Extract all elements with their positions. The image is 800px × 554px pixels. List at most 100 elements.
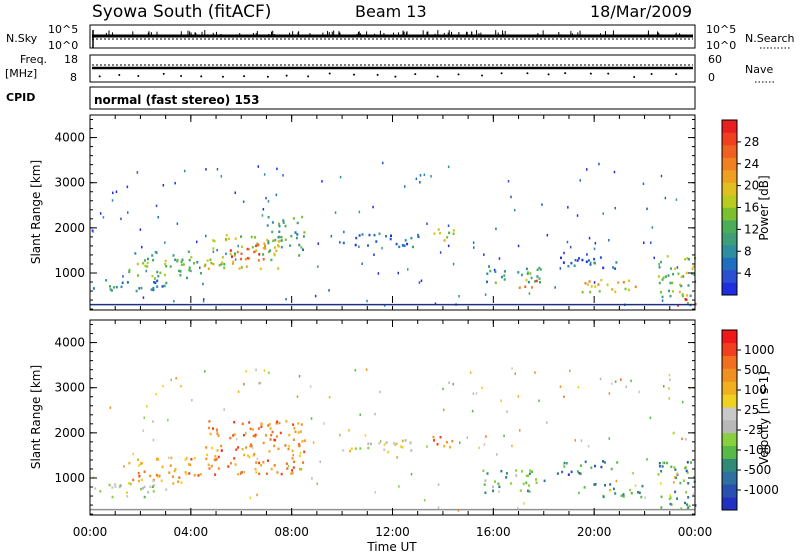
data-cell [457,509,460,512]
data-cell [170,378,172,382]
data-cell [197,474,200,477]
data-cell [245,446,248,449]
data-cell [292,438,295,441]
data-cell [276,471,279,474]
data-cell [500,469,503,473]
data-cell [566,240,569,244]
data-cell [152,420,154,423]
data-cell [249,445,252,448]
data-cell [498,490,500,493]
data-cell [632,471,634,475]
power-colorbar-label: Power [dB] [757,175,771,240]
data-cell [311,477,313,480]
data-cell [137,472,140,475]
data-cell [561,470,564,474]
data-cell [401,244,404,247]
data-cell [581,258,584,262]
data-cell [525,474,528,478]
data-cell [105,279,108,282]
velocity-colorbar: 1000 500 100 25 -25 -100 -500 -1000 Velocity [m… [721,329,779,511]
xtick-label: 00:00 [73,525,108,539]
data-cell [589,263,592,266]
data-cell [314,294,317,298]
nsky-panel: N.Sky 10^5 10^0 10^5 10^0 N.Search [6,23,795,52]
data-cell [520,273,523,277]
data-cell [404,239,407,242]
data-cell [199,473,202,476]
data-cell [291,471,294,475]
data-cell [577,386,580,389]
data-cell [216,168,219,171]
data-cell [514,372,516,375]
freq-outlier [221,75,224,78]
data-cell [622,281,625,284]
data-cell [277,235,280,239]
data-cell [164,273,166,277]
data-cell [290,472,293,475]
data-cell [258,461,261,465]
data-cell [275,193,278,197]
data-cell [171,475,174,478]
data-cell [472,241,475,244]
data-cell [243,470,246,474]
data-cell [303,231,306,234]
data-cell [443,444,446,448]
data-cell [275,435,278,438]
data-cell [620,378,622,381]
data-cell [511,367,513,370]
data-cell [650,241,652,244]
data-cell [672,432,674,435]
colorbar-stop [722,420,737,434]
data-cell [406,242,409,246]
data-cell [157,475,160,478]
data-cell [608,392,611,395]
data-cell [585,260,588,263]
freq-panel: Freq. [MHz] 18 8 60 0 Nave [5,53,775,84]
data-cell [583,486,586,489]
data-cell [176,222,179,225]
data-cell [451,439,454,443]
colorbar-stop [722,120,737,133]
data-cell [220,449,223,452]
data-cell [142,296,145,299]
data-cell [282,174,284,177]
data-cell [302,235,305,238]
data-cell [317,265,319,268]
data-cell [174,181,176,185]
data-cell [141,245,143,249]
data-cell [339,175,342,179]
data-cell [492,485,495,489]
data-cell [433,232,436,235]
data-cell [287,447,290,451]
data-cell [562,261,565,264]
data-cell [268,250,270,254]
data-cell [679,481,682,485]
data-cell [204,370,206,373]
data-cell [128,268,131,272]
data-cell [237,446,240,449]
data-cell [155,392,157,396]
colorbar-stop [722,330,737,344]
data-cell [286,467,289,470]
data-cell [180,481,183,484]
data-cell [590,285,593,288]
data-cell [658,281,661,285]
data-cell [115,285,118,289]
data-cell [646,207,648,211]
data-cell [108,483,111,487]
data-cell [203,298,205,301]
data-cell [184,471,187,474]
data-cell [511,444,513,448]
data-cell [205,234,207,238]
data-cell [126,281,129,284]
freq-outlier [200,75,203,78]
data-cell [255,461,258,464]
data-cell [447,224,450,227]
data-cell [617,281,620,284]
xtick-label: 12:00 [375,525,410,539]
data-cell [538,399,540,402]
data-cell [686,294,688,297]
data-cell [383,304,386,307]
data-cell [522,482,525,486]
data-cell [289,244,292,247]
